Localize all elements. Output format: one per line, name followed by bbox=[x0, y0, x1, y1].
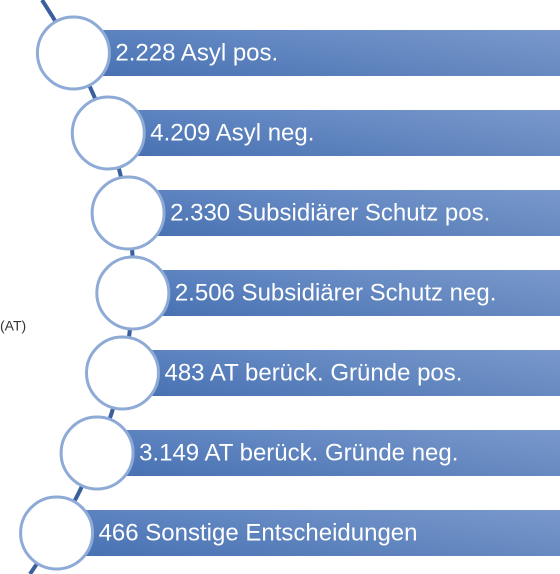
item-circle bbox=[70, 95, 146, 171]
item-bar-shine bbox=[128, 190, 560, 236]
item-bar-shine bbox=[122, 350, 560, 396]
item-label: 483 AT berück. Gründe pos. bbox=[164, 359, 462, 386]
item-bar-shine bbox=[73, 30, 560, 76]
item-circle bbox=[19, 495, 95, 571]
circles bbox=[19, 15, 171, 571]
item-label: 466 Sonstige Entscheidungen bbox=[99, 519, 418, 546]
item-label: 3.149 AT berück. Gründe neg. bbox=[139, 439, 458, 466]
item-circle bbox=[35, 15, 111, 91]
item-label: 2.506 Subsidiärer Schutz neg. bbox=[175, 279, 497, 306]
item-bar-shine bbox=[56, 510, 560, 556]
item-label: 2.330 Subsidiärer Schutz pos. bbox=[170, 199, 490, 226]
side-note: (AT) bbox=[0, 318, 26, 334]
item-circle bbox=[59, 415, 135, 491]
item-circle bbox=[84, 335, 160, 411]
item-label: 4.209 Asyl neg. bbox=[150, 119, 314, 146]
item-circle bbox=[90, 175, 166, 251]
item-bar-shine bbox=[97, 430, 560, 476]
item-circle bbox=[95, 255, 171, 331]
bars: 2.228 Asyl pos. 4.209 Asyl neg. 2.330 Subs… bbox=[56, 30, 560, 556]
item-bar-shine bbox=[108, 110, 560, 156]
item-bar-shine bbox=[132, 270, 560, 316]
item-label: 2.228 Asyl pos. bbox=[115, 39, 278, 66]
